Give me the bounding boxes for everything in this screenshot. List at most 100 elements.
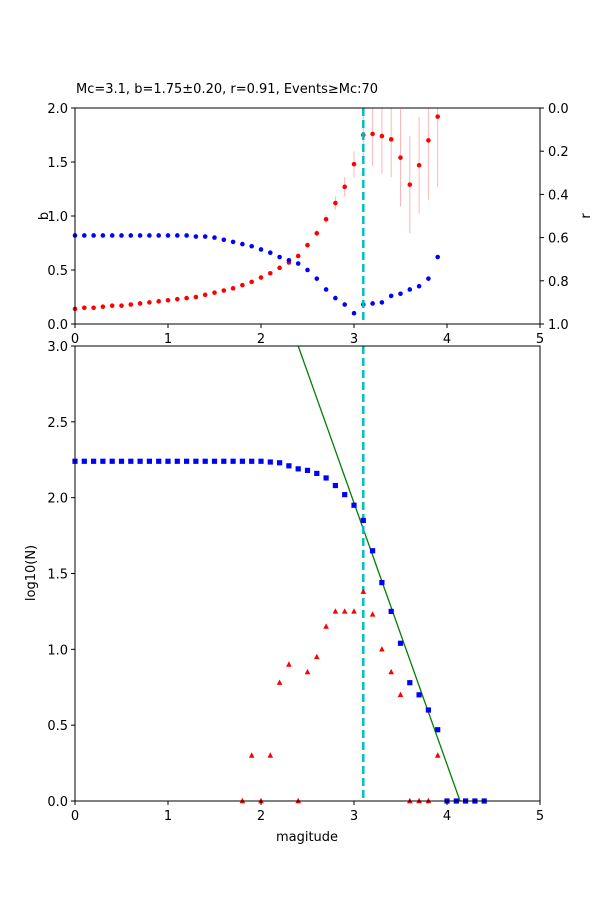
cumulative-point [397,640,404,646]
top-right-y-axis-label: r [579,213,594,219]
b-point [305,242,310,248]
cumulative-point [360,517,366,524]
bottom-data-marks [297,346,461,801]
r-point [193,234,199,239]
top-right-y-tick-label: 0.4 [548,188,569,203]
cumulative-point [174,458,180,464]
b-point [156,299,161,304]
noncumulative-point [397,691,404,698]
top-x-tick-label: 0 [71,332,79,347]
noncumulative-point [323,623,329,629]
b-point [91,305,96,311]
bottom-data-marks-edge [72,458,487,804]
b-point [277,265,282,271]
bottom-axes: 0 1 2 3 4 5 0.0 0.5 1.0 1.5 2.0 2.5 3.0 [47,340,544,824]
cumulative-point [221,458,227,464]
top-x-tick-label: 3 [350,332,358,347]
r-point [128,233,134,238]
b-point [193,294,199,300]
top-right-y-tick-label: 0.8 [548,275,569,290]
top-y-tick-label: 2.0 [47,102,68,117]
noncumulative-point [341,608,348,614]
cumulative-point [184,458,190,464]
cumulative-point [118,458,125,464]
r-point [175,233,180,238]
b-point [342,184,348,190]
bottom-x-tick-label: 2 [257,809,265,824]
b-point [295,253,301,259]
r-point [240,241,245,247]
r-point [435,254,441,260]
r-point [202,234,208,239]
b-point [379,133,385,139]
r-point [82,233,87,238]
bottom-x-tick-label: 1 [164,809,172,824]
r-point [165,233,171,238]
top-x-tick-label: 5 [536,332,544,347]
r-point [295,261,301,266]
top-x-tick-label: 1 [164,332,172,347]
b-point [416,162,422,168]
r-point [249,243,254,249]
r-point [342,302,348,307]
cumulative-point [249,458,255,464]
noncumulative-point [351,608,357,614]
bottom-y-tick-label: 3.0 [47,340,68,355]
top-y-tick-label: 1.0 [47,210,68,225]
noncumulative-point [379,646,385,652]
r-point [184,233,189,238]
bottom-y-tick-label: 2.5 [47,416,68,431]
top-right-y-tick-label: 0.0 [548,102,569,117]
bottom-y-tick-label: 1.0 [47,643,68,658]
bottom-panel: 0 1 2 3 4 5 0.0 0.5 1.0 1.5 2.0 2.5 3.0 log10(N) mag… [24,340,544,845]
r-point [212,235,217,240]
cumulative-point [304,467,311,473]
cumulative-point [109,458,115,464]
cumulative-point [332,482,338,489]
b-point [407,182,413,187]
b-point [240,282,245,288]
noncumulative-point [369,611,376,617]
b-point [119,303,124,308]
noncumulative-point [434,752,441,758]
cumulative-point [202,458,208,464]
cumulative-point [416,692,422,698]
r-point [91,233,96,238]
r-point [416,283,422,289]
top-chart-title: Mc=3.1, b=1.75±0.20, r=0.91, Events≥Mc:7… [76,82,378,97]
b-point [212,290,217,295]
b-point [333,200,338,206]
cumulative-point [277,460,283,466]
b-point [426,138,431,143]
noncumulative-point [286,661,292,667]
b-point [268,270,273,276]
r-point [100,233,106,238]
r-point [147,233,152,238]
noncumulative-point [267,752,274,758]
b-point [184,295,189,301]
top-x-tick-label: 4 [443,332,451,347]
top-right-y-tick-label: 0.6 [548,232,569,247]
r-point [323,287,329,292]
top-data-marks [72,108,441,324]
b-point [398,155,403,160]
r-point [351,310,357,316]
cumulative-point [370,548,376,554]
cumulative-point [128,458,134,464]
b-point [175,296,180,302]
bottom-y-axis-label: log10(N) [24,545,39,601]
bvalue-fit-line [297,346,461,801]
bottom-x-tick-label: 5 [536,809,544,824]
r-point [379,300,385,305]
cumulative-point [407,680,413,686]
r-point [230,239,236,245]
cumulative-point [239,458,245,464]
r-point [156,233,161,238]
b-point [435,114,441,119]
b-point [370,131,375,137]
r-point [119,233,124,238]
bottom-y-tick-label: 1.5 [47,568,68,583]
r-point [258,247,264,252]
b-point [249,279,254,285]
r-point [137,233,143,238]
